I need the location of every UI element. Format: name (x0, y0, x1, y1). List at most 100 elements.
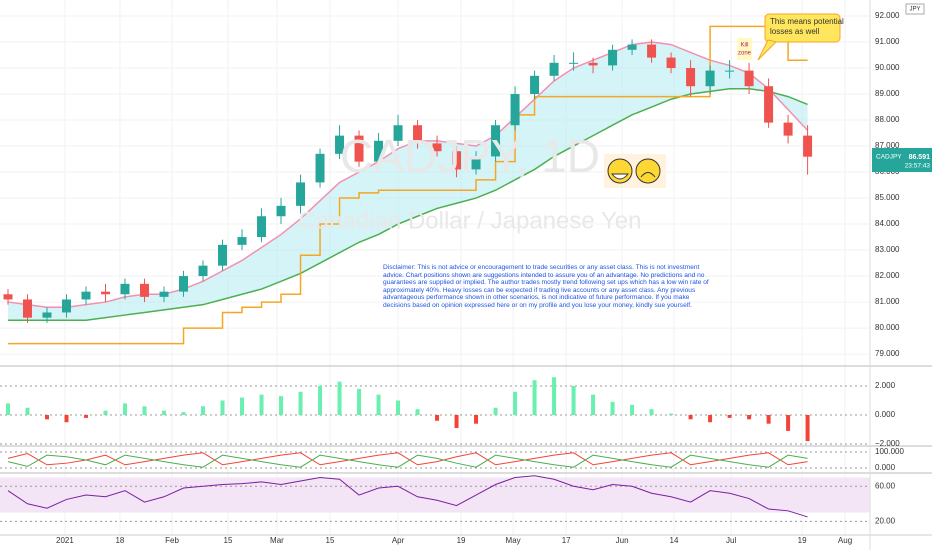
y-tick-label: −2.000 (875, 439, 900, 448)
histogram-bar (84, 414, 89, 418)
emoji (640, 172, 656, 178)
histogram-bar (708, 414, 713, 423)
histogram-bar (298, 391, 303, 415)
y-tick-label: 87.000 (875, 141, 900, 150)
x-tick-label: 14 (670, 536, 679, 545)
histogram-bar (376, 394, 381, 415)
x-tick-label: 17 (562, 536, 571, 545)
candle-body (705, 70, 715, 87)
y-tick-label: 80.000 (875, 323, 900, 332)
histogram-bar (610, 401, 615, 415)
histogram-bar (454, 414, 459, 429)
y-tick-label: 20.00 (875, 516, 896, 525)
candle-body (159, 291, 169, 297)
callout: losses as well (770, 27, 820, 36)
histogram-bar (649, 409, 654, 415)
candle-body (315, 153, 325, 183)
disclaimer: Disclaimer: This is not advice or encour… (383, 264, 709, 309)
y-tick-label: 91.000 (875, 37, 900, 46)
histogram-bar (415, 409, 420, 415)
candle-body (413, 125, 423, 144)
price-tag-price: 86.591 (909, 154, 931, 161)
histogram-bar (747, 414, 752, 420)
histogram-bar (45, 414, 50, 420)
histogram-bar (5, 403, 10, 415)
x-tick-label: 19 (457, 536, 466, 545)
x-tick-label: 2021 (56, 536, 74, 545)
histogram-bar (552, 377, 557, 415)
candle-body (179, 276, 189, 292)
candle-body (452, 151, 462, 170)
candle-body (22, 299, 32, 318)
candle-body (140, 283, 150, 297)
histogram-bar (318, 385, 323, 415)
price-tag-box (872, 148, 932, 172)
histogram-bar (688, 414, 693, 420)
y-tick-label: 89.000 (875, 89, 900, 98)
candle-body (666, 57, 676, 69)
callout-pointer (757, 39, 777, 61)
candle-body (686, 68, 696, 87)
overlay-line (7, 88, 808, 322)
indicator-line (7, 475, 808, 518)
histogram-bar (201, 406, 206, 415)
candle-body (237, 237, 247, 245)
candle-body (393, 125, 403, 141)
y-tick-label: 79.000 (875, 349, 900, 358)
candle-body (354, 135, 364, 162)
candle-body (42, 312, 52, 318)
kill-zone: Kill (740, 43, 748, 49)
histogram-bar (591, 394, 596, 415)
histogram-bar (727, 414, 732, 418)
histogram-bar (532, 380, 537, 415)
histogram-bar (513, 391, 518, 415)
candle-body (62, 299, 72, 313)
candle-body (569, 62, 579, 64)
callout-box (764, 13, 841, 43)
histogram-bar (766, 414, 771, 424)
candle-body (257, 216, 267, 238)
histogram-bar (240, 397, 245, 415)
price-tag-countdown: 23:57:43 (905, 163, 931, 170)
histogram-bar (396, 400, 401, 415)
histogram-bar (25, 407, 30, 415)
emoji (607, 158, 633, 184)
histogram-bar (103, 410, 108, 415)
candle-body (647, 44, 657, 58)
candle-body (549, 62, 559, 76)
histogram-bar (123, 403, 128, 415)
watermark: CADJPY, 1D (340, 130, 600, 182)
x-tick-label: 19 (798, 536, 807, 545)
y-tick-label: 83.000 (875, 245, 900, 254)
candle-body (3, 294, 13, 300)
candle-body (588, 62, 598, 66)
candle-body (510, 94, 520, 126)
histogram-bar (357, 388, 362, 415)
y-tick-label: 85.000 (875, 193, 900, 202)
y-tick-label: 88.000 (875, 115, 900, 124)
candle-body (783, 122, 793, 136)
kill-zone-box (737, 38, 752, 60)
histogram-bar (64, 414, 69, 423)
watermark-subtitle: Canadian Dollar / Japanese Yen (299, 207, 642, 234)
x-tick-label: Aug (838, 536, 852, 545)
y-tick-label: 2.000 (875, 381, 896, 390)
y-tick-label: 100.000 (875, 447, 904, 456)
histogram-bar (337, 381, 342, 415)
candle-body (81, 291, 91, 300)
indicator-line (7, 452, 808, 466)
ribbon (7, 42, 808, 321)
candle-body (101, 291, 111, 295)
y-tick-label: 60.00 (875, 481, 896, 490)
candle-body (335, 135, 345, 154)
candle-body (744, 70, 754, 87)
histogram-bar (162, 410, 167, 415)
candle-body (296, 182, 306, 206)
candle-body (627, 44, 637, 50)
y-tick-label: 90.000 (875, 63, 900, 72)
candle-body (764, 86, 774, 123)
x-tick-label: Mar (270, 536, 284, 545)
candle-body (530, 75, 540, 95)
